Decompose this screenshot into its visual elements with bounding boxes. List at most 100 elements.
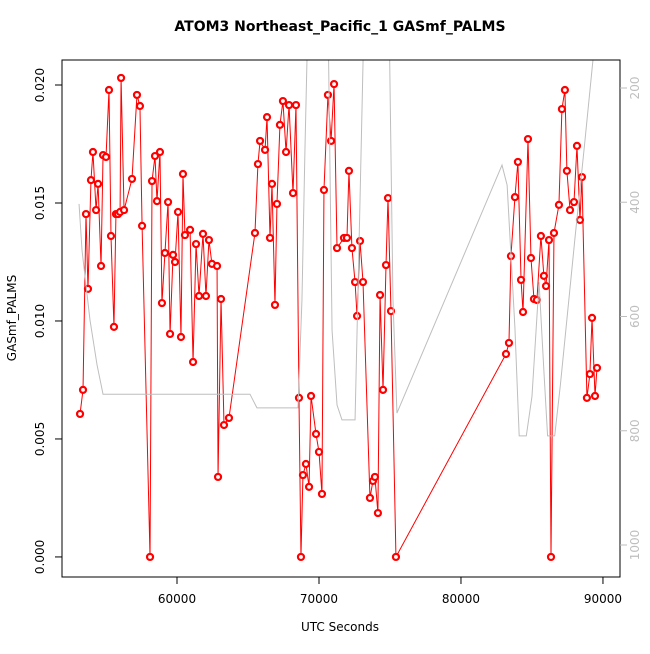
data-point bbox=[101, 152, 111, 162]
data-point bbox=[284, 100, 294, 110]
data-point bbox=[311, 429, 321, 439]
data-point bbox=[294, 393, 304, 403]
data-point bbox=[212, 261, 222, 271]
data-point bbox=[539, 271, 548, 281]
data-point bbox=[155, 147, 165, 157]
data-point bbox=[147, 176, 157, 186]
data-point bbox=[106, 231, 116, 241]
data-point bbox=[160, 248, 170, 258]
data-point bbox=[96, 261, 106, 271]
data-point bbox=[370, 472, 380, 482]
data-point bbox=[224, 413, 234, 423]
data-point bbox=[301, 459, 311, 469]
data-point bbox=[342, 233, 352, 243]
data-point bbox=[204, 235, 214, 245]
data-point bbox=[216, 294, 226, 304]
data-point bbox=[250, 228, 260, 238]
y2-tick-label: 800 bbox=[628, 419, 642, 442]
data-point bbox=[260, 145, 270, 155]
chart-title: ATOM3 Northeast_Pacific_1 GASmf_PALMS bbox=[174, 19, 505, 35]
data-point bbox=[549, 228, 559, 238]
y2-tick-label: 400 bbox=[628, 191, 642, 214]
data-point bbox=[265, 233, 275, 243]
data-point bbox=[510, 192, 520, 202]
data-point bbox=[119, 205, 129, 215]
data-point bbox=[170, 257, 180, 267]
y2-tick-label: 200 bbox=[628, 77, 642, 100]
data-point bbox=[590, 391, 600, 401]
data-point bbox=[255, 136, 265, 146]
data-point bbox=[253, 159, 263, 169]
data-point bbox=[275, 120, 285, 129]
data-point bbox=[165, 329, 175, 339]
data-point bbox=[267, 179, 277, 188]
data-point bbox=[116, 73, 126, 83]
data-point bbox=[296, 552, 306, 562]
data-point bbox=[347, 243, 357, 253]
data-point bbox=[323, 90, 333, 100]
data-point bbox=[329, 79, 339, 89]
data-point bbox=[592, 363, 602, 373]
data-point bbox=[127, 174, 137, 184]
data-point bbox=[178, 169, 188, 179]
data-point bbox=[198, 229, 208, 239]
data-point bbox=[91, 205, 101, 215]
data-point bbox=[135, 101, 145, 111]
data-point bbox=[365, 493, 375, 503]
data-point bbox=[373, 508, 383, 518]
data-point bbox=[350, 277, 360, 287]
data-point bbox=[565, 205, 575, 215]
data-point bbox=[582, 393, 592, 403]
data-point bbox=[585, 369, 594, 379]
plot-area bbox=[75, 60, 602, 562]
data-point bbox=[93, 179, 103, 188]
data-point bbox=[358, 277, 368, 287]
y-tick-label: 0.020 bbox=[33, 68, 47, 102]
x-tick-label: 70000 bbox=[300, 592, 338, 606]
data-point bbox=[344, 166, 354, 176]
data-point bbox=[298, 470, 308, 480]
data-point bbox=[270, 300, 280, 310]
data-point bbox=[355, 236, 365, 246]
y-tick-label: 0.010 bbox=[33, 304, 47, 338]
data-point bbox=[213, 472, 223, 482]
data-point bbox=[194, 291, 204, 301]
data-point bbox=[575, 215, 585, 225]
data-point bbox=[532, 295, 542, 305]
data-point bbox=[152, 197, 162, 206]
y-tick-label: 0.005 bbox=[33, 422, 47, 456]
data-point bbox=[516, 275, 526, 285]
data-point bbox=[180, 230, 190, 240]
data-point bbox=[560, 85, 570, 95]
data-point bbox=[572, 141, 582, 150]
data-point bbox=[501, 349, 511, 359]
data-point bbox=[314, 447, 324, 457]
data-point bbox=[587, 313, 597, 323]
data-point bbox=[75, 409, 85, 419]
data-point bbox=[536, 231, 546, 241]
data-point bbox=[173, 207, 183, 217]
data-point bbox=[185, 225, 195, 234]
data-point bbox=[557, 104, 567, 114]
data-point bbox=[288, 188, 298, 198]
y-tick-label: 0.015 bbox=[33, 186, 47, 220]
data-point bbox=[306, 391, 316, 401]
data-point bbox=[272, 199, 282, 209]
data-point bbox=[157, 298, 167, 308]
data-point bbox=[326, 136, 336, 146]
data-point bbox=[541, 281, 551, 291]
data-point bbox=[513, 157, 523, 167]
x-tick-label: 60000 bbox=[158, 592, 196, 606]
data-point bbox=[304, 482, 314, 491]
data-point bbox=[150, 151, 160, 161]
plot-frame bbox=[61, 59, 621, 578]
data-point bbox=[132, 90, 142, 100]
data-point bbox=[278, 96, 288, 106]
data-point bbox=[191, 239, 201, 249]
data-point bbox=[109, 322, 119, 331]
data-point bbox=[88, 147, 98, 157]
x-tick-label: 90000 bbox=[584, 592, 622, 606]
data-point bbox=[383, 193, 393, 203]
data-point bbox=[569, 197, 579, 207]
data-point bbox=[518, 307, 528, 317]
